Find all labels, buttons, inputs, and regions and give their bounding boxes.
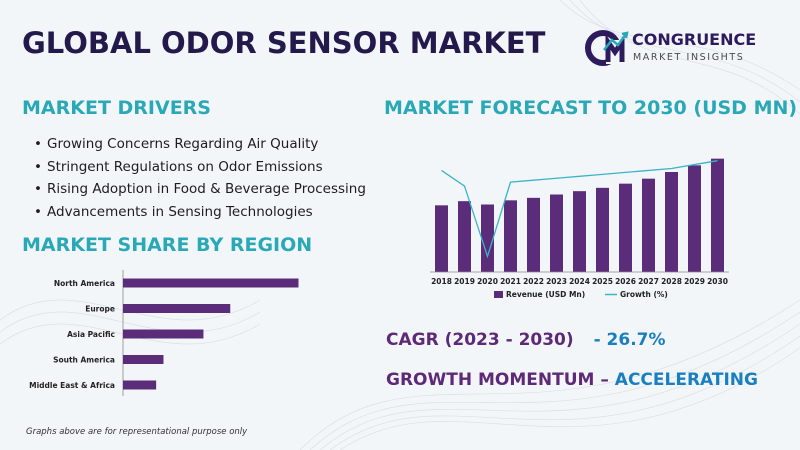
logo-name: CONGRUENCE bbox=[632, 30, 757, 49]
tick-label: 2024 bbox=[569, 277, 590, 286]
region-share-chart: North America Europe Asia Pacific South Ame… bbox=[29, 270, 299, 396]
bar bbox=[665, 172, 678, 272]
cagr-label: CAGR (2023 - 2030) bbox=[386, 330, 574, 350]
list-item: • Stringent Regulations on Odor Emissions bbox=[34, 158, 323, 175]
legend-swatch-revenue bbox=[494, 291, 503, 298]
list-item: • Growing Concerns Regarding Air Quality bbox=[34, 136, 319, 152]
bar bbox=[688, 165, 701, 272]
legend-label: Revenue (USD Mn) bbox=[506, 290, 585, 299]
tick-label: 2025 bbox=[592, 277, 613, 286]
brand-logo: CONGRUENCE MARKET INSIGHTS bbox=[584, 26, 784, 70]
bar bbox=[123, 304, 231, 313]
footnote: Graphs above are for representational pu… bbox=[26, 427, 248, 437]
tick-label: 2022 bbox=[523, 277, 544, 286]
bar bbox=[123, 380, 157, 390]
bar bbox=[123, 329, 204, 339]
drivers-heading: MARKET DRIVERS bbox=[22, 97, 211, 119]
bar bbox=[642, 178, 655, 272]
bar bbox=[596, 187, 609, 272]
forecast-heading: MARKET FORECAST TO 2030 (USD MN) bbox=[384, 97, 798, 119]
bar bbox=[619, 183, 632, 272]
bar bbox=[123, 355, 164, 364]
tick-label: Asia Pacific bbox=[67, 330, 115, 339]
list-item: • Rising Adoption in Food & Beverage Proc… bbox=[34, 181, 366, 197]
share-heading: MARKET SHARE BY REGION bbox=[22, 234, 313, 256]
tick-label: Europe bbox=[85, 305, 115, 314]
logo-tagline: MARKET INSIGHTS bbox=[633, 52, 745, 63]
tick-label: 2028 bbox=[661, 277, 682, 286]
growth-value: ACCELERATING bbox=[614, 370, 758, 390]
bar bbox=[527, 197, 540, 272]
tick-label: Middle East & Africa bbox=[29, 381, 115, 390]
tick-label: 2019 bbox=[454, 277, 475, 286]
bar bbox=[458, 201, 471, 272]
bar bbox=[123, 278, 299, 288]
cagr-value: - 26.7% bbox=[593, 330, 666, 350]
growth-label: GROWTH MOMENTUM – bbox=[386, 370, 615, 390]
bar bbox=[481, 204, 494, 272]
drivers-list: • Growing Concerns Regarding Air Quality … bbox=[34, 133, 366, 223]
tick-label: South America bbox=[53, 356, 115, 365]
cagr-row: CAGR (2023 - 2030) - 26.7% bbox=[386, 330, 666, 350]
tick-label: 2023 bbox=[546, 277, 567, 286]
forecast-chart: 2018 2019 2020 2021 2022 2023 2024 2025 2026 2027… bbox=[430, 158, 729, 299]
tick-label: 2030 bbox=[707, 277, 728, 286]
bar bbox=[435, 205, 448, 272]
list-item: • Advancements in Sensing Technologies bbox=[34, 203, 313, 220]
tick-label: 2029 bbox=[684, 277, 705, 286]
tick-label: North America bbox=[54, 279, 115, 288]
tick-label: 2027 bbox=[638, 277, 659, 286]
bar bbox=[573, 191, 586, 272]
growth-line bbox=[441, 160, 718, 259]
bar bbox=[550, 194, 563, 272]
bar bbox=[504, 200, 517, 272]
growth-momentum-row: GROWTH MOMENTUM – ACCELERATING bbox=[386, 370, 758, 390]
page-title: GLOBAL ODOR SENSOR MARKET bbox=[22, 26, 546, 60]
tick-label: 2018 bbox=[431, 277, 452, 286]
bar bbox=[711, 158, 724, 272]
legend-label: Growth (%) bbox=[620, 290, 668, 299]
tick-label: 2021 bbox=[500, 277, 521, 286]
tick-label: 2026 bbox=[615, 277, 636, 286]
tick-label: 2020 bbox=[477, 277, 498, 286]
logo-mark-icon bbox=[585, 30, 629, 66]
